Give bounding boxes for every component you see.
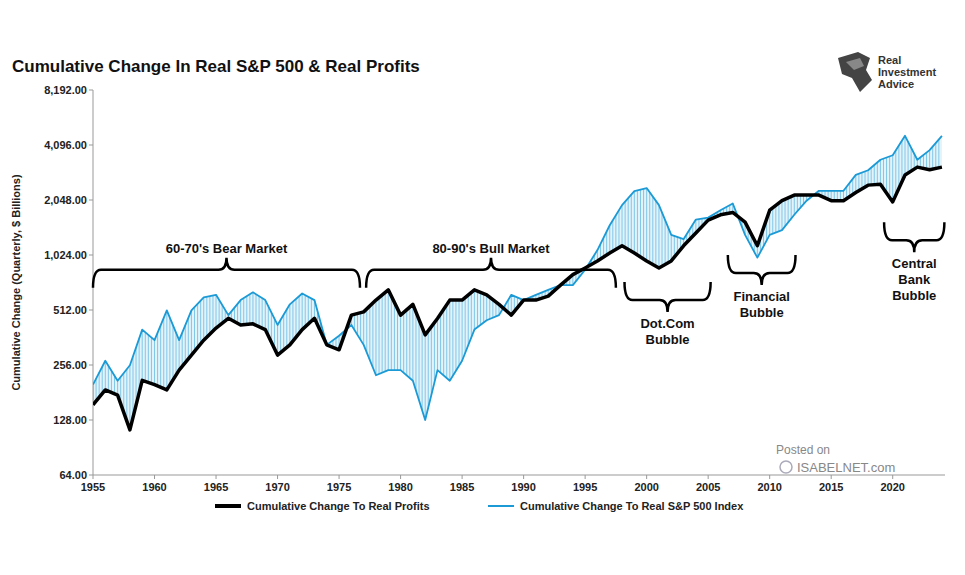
logo-icon-detail [846,58,864,70]
x-tick-label: 1955 [81,481,105,493]
x-tick-label: 1965 [204,481,228,493]
annotation: 80-90's Bull Market [366,241,616,288]
x-tick-label: 2010 [757,481,781,493]
bracket [625,282,711,312]
annotation: CentralBankBubble [884,222,944,303]
y-tick-label: 256.00 [53,359,87,371]
x-tick [400,475,401,479]
x-tick [831,475,832,479]
legend-label: Cumulative Change To Real Profits [247,500,430,512]
y-tick [89,420,93,421]
y-tick-label: 64.00 [59,469,87,481]
plot-area [93,136,942,430]
x-tick-label: 2000 [634,481,658,493]
y-axis-label: Cumulative Change (Quarterly, $ Billions… [10,174,22,391]
y-tick [89,145,93,146]
y-tick-label: 8,192.00 [44,84,87,96]
y-tick-label: 2,048.00 [44,194,87,206]
x-tick-label: 2005 [696,481,720,493]
y-tick [89,90,93,91]
annotation-text: 60-70's Bear Market [166,241,288,256]
x-tick [277,475,278,479]
bracket [728,255,796,285]
x-tick [892,475,893,479]
x-tick-label: 1975 [327,481,351,493]
legend: Cumulative Change To Real Profits Cumulat… [215,500,744,512]
x-tick [339,475,340,479]
x-tick-label: 1960 [142,481,166,493]
y-tick-label: 4,096.00 [44,139,87,151]
chart: Cumulative Change In Real S&P 500 & Real… [0,0,965,575]
x-tick [93,475,94,479]
x-tick [708,475,709,479]
spread-fill [93,136,942,430]
legend-swatch [488,505,514,507]
spread-hatch [93,136,939,430]
logo-text: Investment [878,66,936,78]
legend-label: Cumulative Change To Real S&P 500 Index [520,500,744,512]
y-tick-label: 512.00 [53,304,87,316]
x-tick-label: 1980 [388,481,412,493]
y-tick [89,255,93,256]
bracket [93,258,360,288]
x-tick-label: 2020 [880,481,904,493]
annotation-text: Bubble [646,332,690,347]
y-tick [89,200,93,201]
annotation-text: Bubble [892,288,936,303]
x-tick [585,475,586,479]
logo-text: Real [878,54,901,66]
x-tick-label: 1990 [511,481,535,493]
logo: RealInvestmentAdvice [838,52,936,92]
watermark: Posted on ISABELNET.com [776,443,895,475]
profits-line [93,167,942,430]
annotation-text: Bubble [740,305,784,320]
y-tick [89,475,93,476]
x-tick-label: 2015 [819,481,843,493]
watermark-text: Posted on [776,443,830,457]
title: Cumulative Change In Real S&P 500 & Real… [12,57,420,76]
sp500-line [93,136,942,420]
annotation-text: Dot.Com [640,316,694,331]
legend-swatch [215,504,241,508]
logo-icon [838,52,872,92]
annotation-text: Bank [898,272,931,287]
x-tick [769,475,770,479]
annotation: 60-70's Bear Market [93,241,360,288]
x-tick-label: 1985 [450,481,474,493]
bracket [884,222,944,252]
annotation-text: 80-90's Bull Market [432,241,550,256]
annotation: Dot.ComBubble [625,282,711,347]
y-tick [89,310,93,311]
watermark-icon [780,461,792,473]
y-tick-label: 1,024.00 [44,249,87,261]
x-tick [154,475,155,479]
x-tick [462,475,463,479]
bracket [366,258,616,288]
logo-text: Advice [878,78,914,90]
y-tick [89,365,93,366]
x-tick [646,475,647,479]
annotation: FinancialBubble [728,255,796,320]
watermark-text: ISABELNET.com [797,460,895,475]
x-tick [216,475,217,479]
x-tick [523,475,524,479]
y-tick-label: 128.00 [53,414,87,426]
x-tick-label: 1970 [265,481,289,493]
annotation-text: Central [892,256,937,271]
x-tick-label: 1995 [573,481,597,493]
annotation-text: Financial [734,289,790,304]
